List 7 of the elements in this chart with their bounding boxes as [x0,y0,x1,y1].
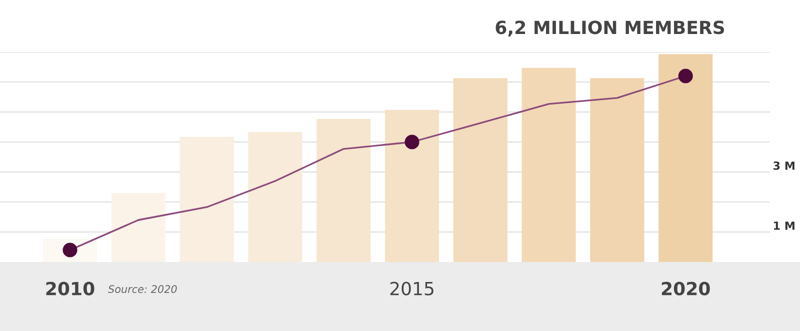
y-tick-label: 3 M [774,161,794,170]
x-tick-label: 2010 [46,282,94,296]
y-tick-label: 1 M [774,222,794,230]
x-tick-label: 2020 [662,282,710,296]
text: 6,2 MILLION MEMBERS [496,20,724,37]
source-note: Source: 2020 [108,285,177,294]
x-tick-label: 2015 [390,282,434,296]
